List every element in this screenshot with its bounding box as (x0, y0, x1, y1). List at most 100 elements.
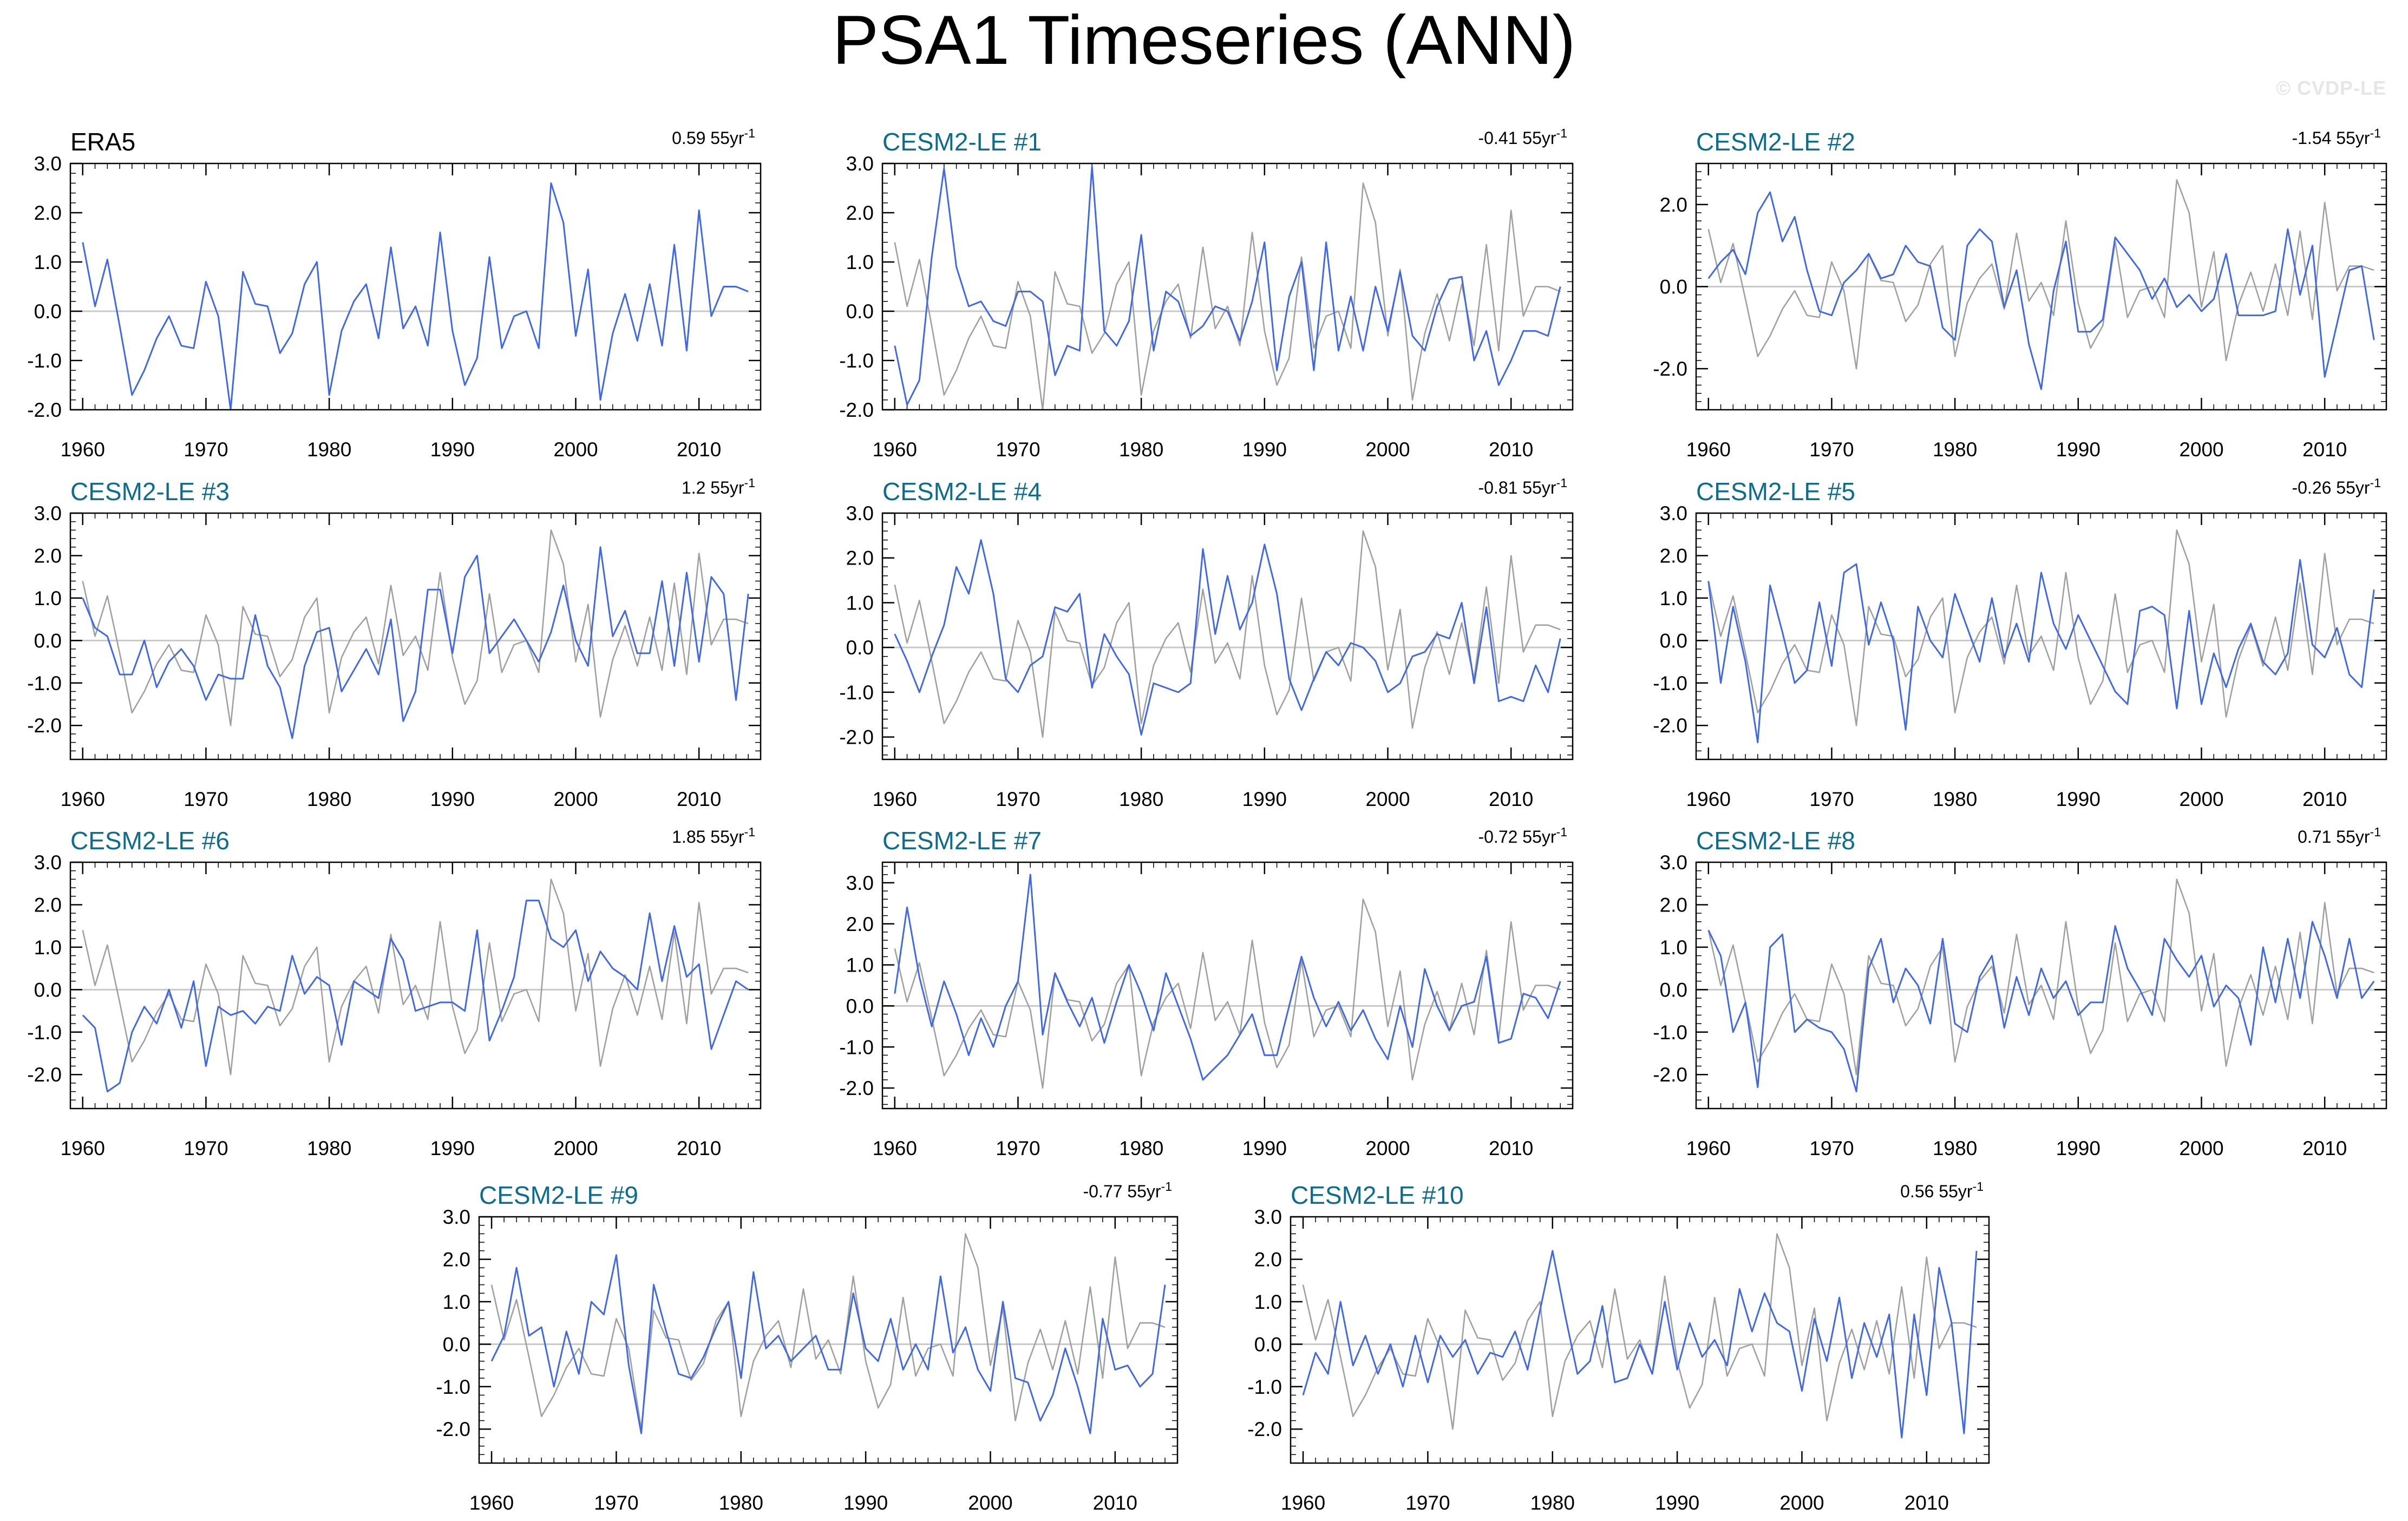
y-tick-label: 3.0 (1254, 1206, 1282, 1228)
y-tick-label: -1.0 (839, 350, 874, 372)
x-tick-label: 1980 (1119, 1137, 1163, 1159)
x-tick-label: 1970 (184, 438, 228, 461)
y-tick-label: 0.0 (34, 630, 62, 652)
trend-unit-exponent: -1 (1556, 825, 1567, 839)
trend-value: 0.71 55yr (2298, 827, 2370, 847)
trend-value: 1.85 55yr (672, 827, 744, 847)
y-tick-label: 0.0 (846, 637, 874, 659)
x-tick-label: 1970 (1809, 788, 1854, 810)
chart-panel: 1960 1970 1980 1990 2000 2010 -2.0 -1.0 0.0 1.0 2.… (839, 476, 1574, 810)
y-tick-label: -1.0 (1653, 1021, 1687, 1044)
y-tick-label: 1.0 (1660, 936, 1687, 959)
x-tick-label: 1980 (307, 1137, 351, 1159)
x-tick-label: 1960 (1686, 1137, 1731, 1159)
x-tick-label: 2000 (1365, 788, 1410, 810)
y-tick-label: -2.0 (1653, 714, 1687, 737)
x-tick-label: 2000 (1365, 1137, 1410, 1159)
x-tick-label: 1980 (1933, 788, 1977, 810)
y-tick-label: -2.0 (1653, 1064, 1687, 1086)
x-tick-label: 2000 (1779, 1492, 1824, 1514)
x-tick-label: 1980 (719, 1492, 763, 1514)
x-tick-label: 2010 (2302, 1137, 2347, 1159)
y-tick-label: 3.0 (846, 872, 874, 894)
x-tick-label: 1980 (1530, 1492, 1575, 1514)
panel-title: CESM2-LE #3 (70, 477, 230, 506)
y-tick-label: -1.0 (27, 1021, 62, 1044)
y-tick-label: 2.0 (846, 547, 874, 569)
panel-title: CESM2-LE #2 (1696, 128, 1855, 156)
observed-series-line (894, 530, 1561, 738)
panel-title: CESM2-LE #6 (70, 827, 230, 855)
trend-value: -0.72 55yr (1478, 827, 1556, 847)
panel-title: CESM2-LE #8 (1696, 827, 1855, 855)
trend-value: -0.81 55yr (1478, 478, 1556, 497)
x-tick-label: 1990 (843, 1492, 888, 1514)
y-tick-label: 0.0 (846, 995, 874, 1017)
y-tick-label: 0.0 (34, 979, 62, 1001)
model-series-line (894, 874, 1561, 1081)
y-tick-label: 1.0 (846, 251, 874, 273)
y-tick-label: 1.0 (34, 587, 62, 609)
x-tick-label: 1960 (1686, 438, 1731, 461)
trend-label: -1.54 55yr-1 (2292, 126, 2381, 148)
plot-frame (881, 861, 1574, 1110)
y-tick-label: 3.0 (1660, 851, 1687, 874)
chart-panel: 1960 1970 1980 1990 2000 2010 -2.0 -1.0 0.0 1.0 2.… (436, 1179, 1179, 1514)
watermark: © CVDP-LE (2276, 77, 2386, 99)
observed-series-line (894, 899, 1561, 1089)
x-tick-label: 1970 (1809, 1137, 1854, 1159)
y-tick-label: 3.0 (34, 502, 62, 525)
y-tick-label: 2.0 (846, 202, 874, 224)
y-tick-label: -1.0 (27, 350, 62, 372)
y-tick-label: -2.0 (1247, 1418, 1282, 1440)
x-tick-label: 2010 (2302, 438, 2347, 461)
observed-series-line (82, 182, 749, 411)
trend-label: -0.72 55yr-1 (1478, 825, 1567, 847)
plot-frame (69, 162, 762, 411)
x-tick-label: 1990 (1242, 788, 1287, 810)
y-tick-label: 1.0 (1660, 587, 1687, 609)
observed-series-line (1707, 878, 2374, 1076)
x-tick-label: 2000 (2179, 1137, 2223, 1159)
chart-panel: 1960 1970 1980 1990 2000 2010 -2.0 -1.0 0.0 1.0 2.… (27, 126, 762, 461)
x-tick-label: 2010 (1905, 1492, 1949, 1514)
y-tick-label: 2.0 (34, 202, 62, 224)
y-tick-label: -2.0 (839, 1077, 874, 1099)
trend-value: -0.41 55yr (1478, 128, 1556, 148)
model-series-line (894, 539, 1561, 736)
x-tick-label: 1970 (996, 788, 1040, 810)
panel-title: CESM2-LE #4 (882, 477, 1042, 506)
x-tick-label: 2010 (677, 438, 721, 461)
y-tick-label: 2.0 (846, 913, 874, 935)
chart-panel: 1960 1970 1980 1990 2000 2010 -2.0 -1.0 0.0 1.0 2.… (1247, 1179, 1990, 1514)
x-tick-label: 1990 (1655, 1492, 1699, 1514)
trend-unit-exponent: -1 (2370, 476, 2381, 490)
y-tick-label: 1.0 (34, 251, 62, 273)
trend-label: -0.41 55yr-1 (1478, 126, 1567, 148)
trend-label: 0.71 55yr-1 (2298, 825, 2381, 847)
trend-value: 1.2 55yr (682, 478, 744, 497)
trend-value: -0.77 55yr (1083, 1182, 1161, 1201)
y-tick-label: 2.0 (1660, 545, 1687, 567)
x-tick-label: 1960 (61, 438, 105, 461)
model-series-line (894, 165, 1561, 406)
y-tick-label: 1.0 (846, 592, 874, 614)
chart-panel: 1960 1970 1980 1990 2000 2010 -2.0 -1.0 0.0 1.0 2.… (27, 476, 762, 810)
x-tick-label: 2000 (553, 788, 598, 810)
y-tick-label: -1.0 (839, 1036, 874, 1058)
y-tick-label: 0.0 (1660, 979, 1687, 1001)
y-tick-label: 3.0 (34, 153, 62, 175)
y-tick-label: -2.0 (436, 1418, 470, 1440)
x-tick-label: 2000 (553, 438, 598, 461)
y-tick-label: -1.0 (1653, 672, 1687, 694)
x-tick-label: 1970 (996, 1137, 1040, 1159)
panel-title: CESM2-LE #7 (882, 827, 1042, 855)
y-tick-label: 0.0 (1254, 1333, 1282, 1355)
observed-series-line (1707, 179, 2374, 370)
x-tick-label: 1980 (1933, 438, 1977, 461)
trend-unit-exponent: -1 (1161, 1179, 1172, 1194)
trend-value: -0.26 55yr (2292, 478, 2370, 497)
trend-unit-exponent: -1 (744, 126, 755, 140)
x-tick-label: 1970 (1809, 438, 1854, 461)
y-tick-label: 3.0 (443, 1206, 470, 1228)
